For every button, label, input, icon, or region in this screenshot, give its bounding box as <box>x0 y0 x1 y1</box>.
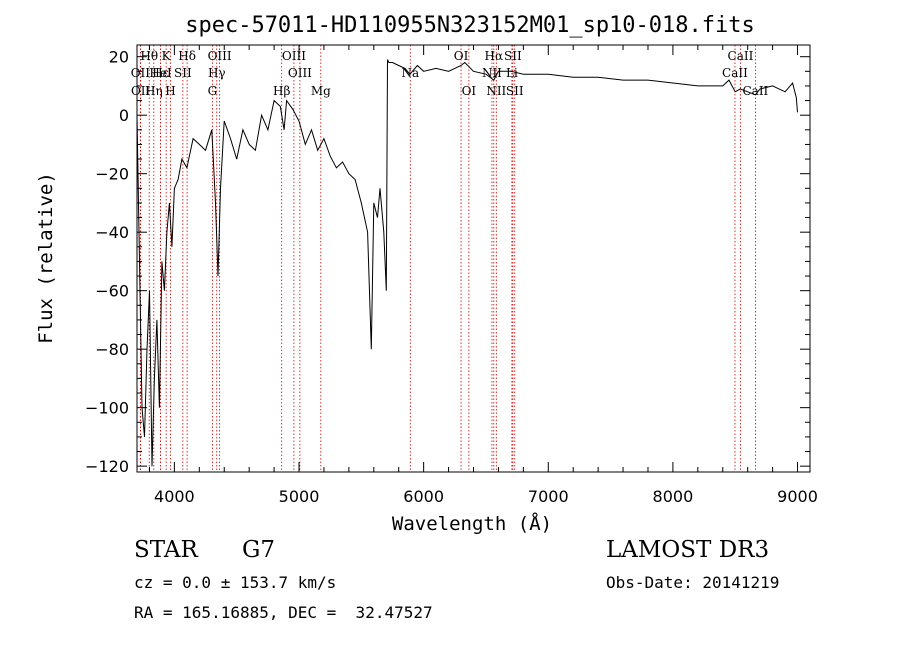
line-label-3: Hε <box>152 66 169 80</box>
line-label-16: Mg <box>311 84 331 98</box>
observation-date: Obs-Date: 20141219 <box>606 573 780 592</box>
line-label-9: SII <box>174 66 192 80</box>
plot-frame <box>136 44 811 473</box>
y-axis-label: Flux (relative) <box>35 172 57 344</box>
chart-title: spec-57011-HD110955N323152M01_sp10-018.f… <box>185 13 755 38</box>
y-tick-label--20: −20 <box>95 165 129 184</box>
y-tick-label-0: 0 <box>119 106 129 125</box>
line-label-8: Hδ <box>178 49 196 63</box>
line-label-23: SII <box>504 49 522 63</box>
x-tick-label-6000: 6000 <box>403 487 444 506</box>
y-tick-label--60: −60 <box>95 282 129 301</box>
line-label-7: H <box>165 84 175 98</box>
line-label-19: OI <box>462 84 477 98</box>
line-label-10: OIII <box>208 49 232 63</box>
x-axis-label: Wavelength (Å) <box>392 512 552 535</box>
line-label-4: Hη <box>145 84 163 98</box>
line-label-24: Li <box>506 66 518 80</box>
line-label-12: G <box>208 84 218 98</box>
x-tick-label-9000: 9000 <box>777 487 818 506</box>
line-label-11: Hγ <box>208 66 226 80</box>
line-label-28: CaII <box>742 84 768 98</box>
line-label-22: NII <box>486 84 506 98</box>
series-line-flux <box>136 59 798 467</box>
line-label-27: CaII <box>722 66 748 80</box>
x-tick-label-7000: 7000 <box>528 487 569 506</box>
y-tick-label-20: 20 <box>109 48 129 67</box>
y-tick-label--100: −100 <box>85 399 129 418</box>
line-label-1: OII <box>131 66 151 80</box>
spectral-subclass: G7 <box>242 537 276 563</box>
x-axis: 4000 5000 6000 7000 8000 9000 <box>148 45 818 506</box>
line-label-14: OIII <box>282 49 306 63</box>
y-tick-label--80: −80 <box>95 340 129 359</box>
flux-series <box>136 59 798 467</box>
line-label-5: K <box>162 49 172 63</box>
object-class: STAR <box>134 537 198 563</box>
x-tick-label-4000: 4000 <box>154 487 195 506</box>
x-tick-label-8000: 8000 <box>653 487 694 506</box>
line-label-26: CaII <box>728 49 754 63</box>
y-tick-label--40: −40 <box>95 223 129 242</box>
line-label-6: HeI <box>149 66 172 80</box>
line-label-2: OII <box>131 84 151 98</box>
line-label-20: Hα <box>485 49 504 63</box>
y-axis: 20 0 −20 −40 −60 −80 −100 −120 <box>85 48 810 476</box>
survey-name: LAMOST DR3 <box>606 537 770 563</box>
spectral-line-markers <box>139 45 756 472</box>
x-tick-label-5000: 5000 <box>279 487 320 506</box>
line-label-21: NII <box>482 66 502 80</box>
coordinates: RA = 165.16885, DEC = 32.47527 <box>134 603 433 622</box>
line-label-25: SII <box>506 84 524 98</box>
line-label-18: OI <box>454 49 469 63</box>
line-label-0: Hθ <box>140 49 158 63</box>
line-label-17: Na <box>401 66 419 80</box>
redshift-velocity: cz = 0.0 ± 153.7 km/s <box>134 573 337 592</box>
line-label-13: Hβ <box>273 84 290 98</box>
line-label-15: OIII <box>288 66 312 80</box>
y-tick-label--120: −120 <box>85 457 129 476</box>
